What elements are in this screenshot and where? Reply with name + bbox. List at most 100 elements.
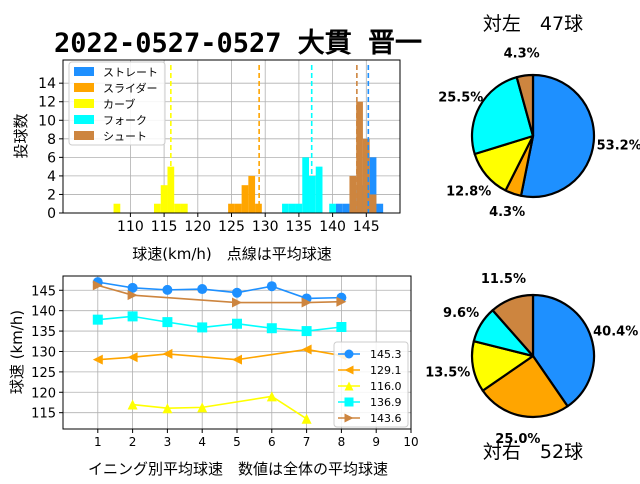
x-tick-label: 130 [252, 219, 279, 235]
point-marker [232, 297, 242, 308]
inning-average-chart: 1 2 3 4 5 6 7 8 9 10 115 120 125 130 135 140 145 145.3 12… [8, 275, 419, 478]
histogram-bar [369, 194, 377, 213]
series-line [97, 281, 342, 300]
pie-slice [519, 73, 596, 199]
y-tick-label: 115 [31, 407, 56, 422]
legend-label: フォーク [103, 114, 147, 127]
legend-label: 143.6 [370, 412, 402, 425]
x-tick-label: 145 [353, 219, 380, 235]
x-tick-label: 4 [198, 435, 206, 449]
pie-slice [481, 354, 569, 419]
point-marker [232, 354, 242, 365]
histogram-bar [295, 203, 303, 213]
point-marker [336, 322, 347, 332]
histogram-ylabel: 投球数 [12, 113, 30, 158]
pie-label: 4.3% [504, 47, 540, 62]
point-marker [92, 280, 103, 291]
legend-label: ストレート [103, 66, 158, 79]
pie-label: 25.5% [438, 90, 483, 105]
pie-vs-left: 対左 47球 53.2% 4.3% 12.8% 25.5% 4.3% [438, 13, 640, 220]
point-marker [162, 284, 173, 295]
line-legend: 145.3 129.1 116.0 136.9 143.6 [333, 341, 409, 428]
histogram-bar [282, 203, 289, 213]
speed-histogram: 110 115 120 125 130 135 140 145 0 2 4 6 8 10 12 14 ストレー… [12, 59, 401, 263]
point-marker [266, 323, 277, 334]
series-line [97, 348, 342, 361]
main-title: 2022-0527-0527 大貫 晋一 [54, 28, 422, 59]
x-tick-label: 135 [286, 219, 313, 235]
legend-swatch [74, 115, 94, 124]
line-series [92, 277, 347, 424]
histogram-mean-lines [170, 65, 370, 213]
x-tick-label: 125 [218, 219, 245, 235]
histogram-bar [241, 185, 249, 213]
pie-label: 4.3% [489, 205, 525, 220]
legend-label: 129.1 [370, 364, 402, 377]
histogram-bar [369, 157, 377, 213]
legend-swatch [74, 83, 94, 92]
pie-slice [531, 293, 596, 408]
pie-slice [491, 293, 535, 358]
point-marker [266, 391, 277, 402]
y-tick-label: 10 [38, 113, 56, 129]
legend-box [68, 61, 166, 146]
point-marker [197, 284, 208, 295]
point-marker [162, 317, 173, 328]
point-marker [301, 326, 312, 337]
x-tick-label: 3 [164, 435, 172, 449]
x-tick-label: 1 [94, 435, 102, 449]
histogram-bar [180, 203, 188, 213]
y-tick-label: 8 [47, 132, 56, 148]
point-marker [197, 402, 208, 413]
pie-label: 9.6% [443, 306, 479, 321]
point-marker [344, 365, 354, 375]
y-tick-label: 2 [47, 187, 56, 203]
histogram-bar [342, 203, 350, 213]
legend-label: シュート [103, 130, 147, 143]
histogram-bar [329, 203, 336, 213]
x-tick-label: 120 [184, 219, 211, 235]
point-marker [127, 290, 138, 301]
legend-swatch [74, 67, 94, 76]
histogram-bar [160, 185, 168, 213]
point-marker [344, 381, 354, 391]
point-marker [127, 311, 138, 322]
pie-label: 12.8% [446, 184, 491, 199]
y-tick-label: 6 [47, 150, 56, 166]
point-marker [92, 354, 103, 365]
point-marker [92, 314, 103, 325]
point-marker [162, 348, 173, 359]
legend-label: スライダー [103, 81, 158, 95]
point-marker [344, 413, 354, 423]
histogram-bar [113, 203, 121, 213]
line-xlabel: イニング別平均球速 数値は全体の平均球速 [88, 460, 388, 478]
histogram-bar [228, 203, 235, 213]
point-marker [336, 296, 347, 307]
histogram-bar [362, 138, 370, 213]
legend-swatch [74, 99, 94, 108]
pie-label: 53.2% [597, 139, 640, 154]
series-line [97, 315, 342, 332]
point-marker [127, 352, 138, 363]
histogram-xlabel: 球速(km/h) 点線は平均球速 [132, 245, 332, 263]
histogram-bar [234, 203, 242, 213]
legend-swatch [74, 131, 94, 140]
y-tick-label: 145 [31, 284, 56, 299]
x-tick-label: 6 [268, 435, 276, 449]
legend-label: 145.3 [370, 348, 402, 361]
x-tick-label: 115 [151, 219, 178, 235]
point-marker [197, 322, 208, 333]
x-tick-label: 10 [403, 435, 418, 449]
pie-slice [515, 73, 535, 138]
histogram-bar [335, 203, 343, 213]
point-marker [232, 287, 242, 298]
point-marker [344, 349, 354, 359]
line-ticks: 1 2 3 4 5 6 7 8 9 10 115 120 125 130 135 140 145 [31, 284, 418, 449]
pie-vs-right: 対右 52球 40.4% 25.0% 13.5% 9.6% 11.5% [425, 272, 638, 463]
histogram-bar [349, 175, 357, 213]
legend-label: カーブ [103, 97, 135, 111]
pie-slice [470, 76, 535, 156]
y-tick-label: 140 [31, 305, 56, 320]
